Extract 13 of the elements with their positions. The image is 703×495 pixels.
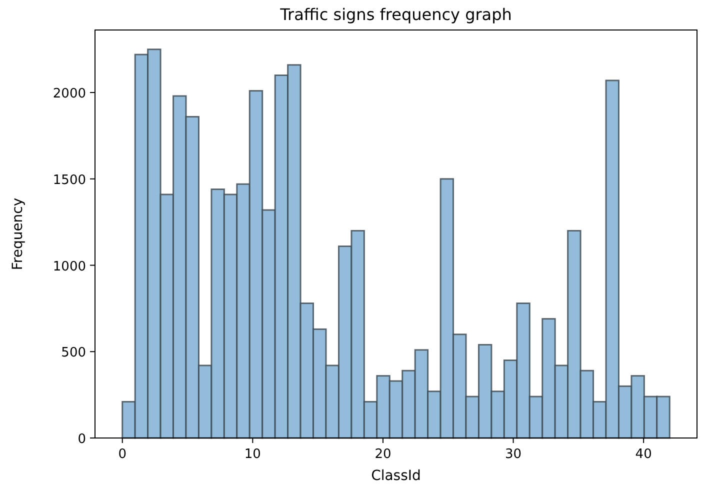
x-tick-label: 40 bbox=[635, 447, 652, 462]
y-tick-label: 1500 bbox=[52, 172, 86, 188]
y-axis-title: Frequency bbox=[10, 198, 26, 270]
chart-title: Traffic signs frequency graph bbox=[279, 5, 512, 24]
x-axis-title: ClassId bbox=[371, 468, 421, 484]
x-tick-label: 0 bbox=[118, 447, 127, 462]
x-tick-label: 20 bbox=[374, 447, 392, 462]
x-tick-label: 30 bbox=[505, 447, 522, 462]
y-tick-label: 500 bbox=[61, 346, 86, 361]
y-tick-label: 0 bbox=[78, 432, 86, 447]
x-tick-label: 10 bbox=[244, 447, 261, 462]
y-tick-label: 2000 bbox=[52, 86, 86, 102]
y-tick-label: 1000 bbox=[52, 259, 86, 274]
